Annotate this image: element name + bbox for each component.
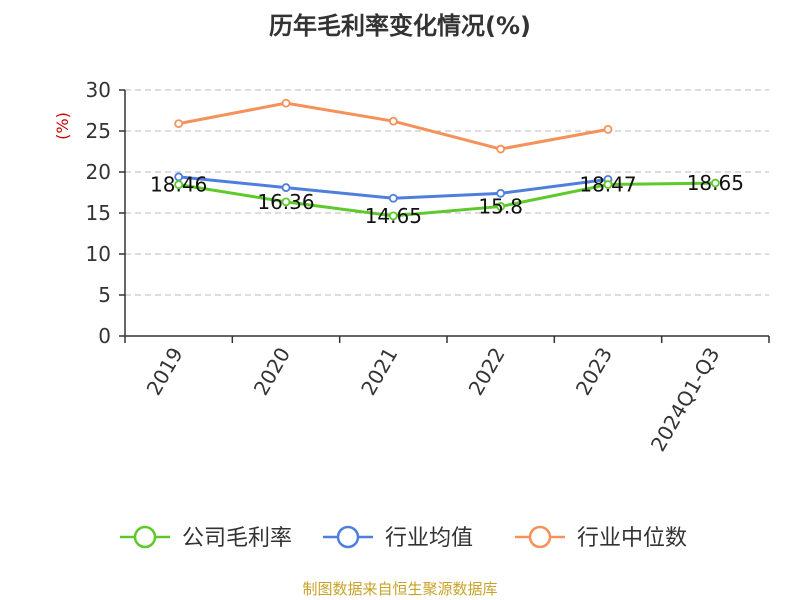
legend-marker-1 [336, 525, 360, 549]
data-label-4: 18.47 [579, 173, 636, 197]
legend-item-2[interactable]: 行业中位数 [515, 525, 687, 551]
legend-label-2: 行业中位数 [577, 526, 687, 551]
y-axis-unit: (%) [53, 112, 72, 140]
series-line-2 [178, 101, 609, 151]
y-tick-label-4: 20 [86, 160, 111, 184]
x-tick-label-1: 2020 [249, 343, 295, 399]
x-tick-label-4: 2023 [571, 343, 617, 399]
legend[interactable]: 公司毛利率 行业均值 行业中位数 [120, 525, 687, 551]
data-label-3: 15.8 [478, 194, 523, 218]
series-lines [174, 98, 720, 221]
series-0-point-5 [710, 178, 720, 188]
x-tick-label-5: 2024Q1-Q3 [646, 343, 725, 455]
data-label-5: 18.65 [687, 171, 744, 195]
y-tick-label-2: 10 [86, 242, 111, 266]
y-tick-label-5: 25 [86, 119, 111, 143]
series-1-point-2 [388, 193, 398, 203]
legend-label-1: 行业均值 [385, 526, 473, 551]
data-label-1: 16.36 [257, 190, 314, 214]
x-tick-label-2: 2021 [356, 343, 402, 399]
data-label-2: 14.65 [365, 204, 422, 228]
y-tick-label-3: 15 [86, 201, 111, 225]
chart-title: 历年毛利率变化情况(%) [269, 12, 531, 40]
y-tick-label-6: 30 [86, 78, 111, 102]
series-1-point-3 [496, 188, 506, 198]
data-label-0: 18.46 [150, 173, 207, 197]
series-2-point-2 [388, 116, 398, 126]
x-tick-label-0: 2019 [142, 343, 188, 399]
x-tick-label-3: 2022 [464, 343, 510, 399]
y-tick-label-0: 0 [98, 324, 111, 348]
legend-item-0[interactable]: 公司毛利率 [120, 525, 292, 551]
legend-marker-0 [133, 525, 157, 549]
axes: 0 5 10 15 20 25 30 2019 2020 2021 2022 2023 2024Q1-Q… [86, 78, 770, 456]
grid [125, 89, 769, 296]
series-0 [174, 178, 720, 221]
series-2-point-0 [174, 119, 184, 129]
series-2-point-3 [496, 144, 506, 154]
series-2-point-4 [603, 124, 613, 134]
series-0-point-0 [174, 180, 184, 190]
data-labels: 18.46 16.36 14.65 15.8 18.47 18.65 [150, 171, 744, 228]
y-tick-label-1: 5 [98, 283, 111, 307]
series-0-point-3 [496, 202, 506, 211]
series-1-point-1 [281, 183, 291, 192]
series-0-point-4 [603, 180, 613, 189]
legend-marker-2 [528, 525, 552, 549]
source-footer: 制图数据来自恒生聚源数据库 [302, 580, 497, 598]
legend-item-1[interactable]: 行业均值 [323, 525, 473, 551]
legend-label-0: 公司毛利率 [182, 526, 292, 551]
series-line-0 [178, 181, 716, 218]
series-2-point-1 [281, 98, 291, 108]
series-2 [174, 98, 613, 154]
series-0-point-2 [388, 211, 398, 221]
series-0-point-1 [281, 197, 291, 207]
